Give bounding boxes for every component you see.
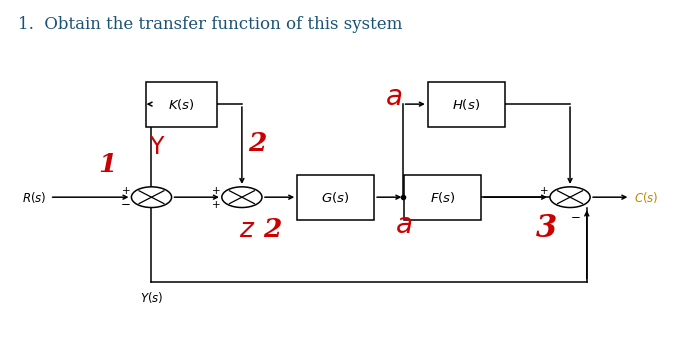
Text: $Y(s)$: $Y(s)$ xyxy=(140,290,163,305)
Text: 1: 1 xyxy=(99,152,117,177)
Text: +: + xyxy=(212,200,221,210)
Circle shape xyxy=(550,187,590,208)
Text: 3: 3 xyxy=(536,213,557,244)
Text: $\mathit{z}$: $\mathit{z}$ xyxy=(239,217,256,243)
Text: 2: 2 xyxy=(248,131,266,156)
Text: $a$: $a$ xyxy=(395,211,412,239)
Text: 2: 2 xyxy=(263,217,281,243)
FancyBboxPatch shape xyxy=(404,175,481,220)
Text: +: + xyxy=(540,186,549,197)
FancyBboxPatch shape xyxy=(146,82,217,126)
Text: $F(s)$: $F(s)$ xyxy=(430,190,456,205)
Text: −: − xyxy=(571,211,581,223)
Text: $C(s)$: $C(s)$ xyxy=(634,190,658,205)
Text: +: + xyxy=(212,186,221,197)
Text: −: − xyxy=(121,198,130,211)
Text: 1.  Obtain the transfer function of this system: 1. Obtain the transfer function of this … xyxy=(18,16,402,33)
Circle shape xyxy=(132,187,172,208)
FancyBboxPatch shape xyxy=(428,82,504,126)
Text: $K(s)$: $K(s)$ xyxy=(168,97,195,112)
Text: $R(s)$: $R(s)$ xyxy=(22,190,46,205)
Circle shape xyxy=(222,187,262,208)
Text: $a$: $a$ xyxy=(385,83,403,111)
Text: +: + xyxy=(122,186,130,197)
FancyBboxPatch shape xyxy=(297,175,374,220)
Text: $H(s)$: $H(s)$ xyxy=(452,97,480,112)
Text: $\Upsilon$: $\Upsilon$ xyxy=(148,135,165,159)
Text: $G(s)$: $G(s)$ xyxy=(321,190,350,205)
